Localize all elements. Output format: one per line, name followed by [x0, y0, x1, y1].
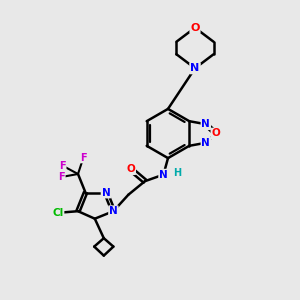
Text: O: O	[190, 23, 200, 33]
Text: O: O	[126, 164, 135, 174]
Text: F: F	[80, 152, 87, 163]
Text: N: N	[190, 63, 200, 73]
Text: H: H	[173, 168, 181, 178]
Text: N: N	[159, 169, 168, 180]
Text: N: N	[101, 188, 110, 198]
Text: Cl: Cl	[52, 208, 64, 218]
Text: N: N	[201, 119, 210, 129]
Text: F: F	[59, 160, 66, 171]
Text: N: N	[201, 138, 210, 148]
Text: N: N	[190, 63, 200, 73]
Text: O: O	[211, 128, 220, 139]
Text: F: F	[58, 172, 65, 182]
Text: N: N	[109, 206, 118, 216]
